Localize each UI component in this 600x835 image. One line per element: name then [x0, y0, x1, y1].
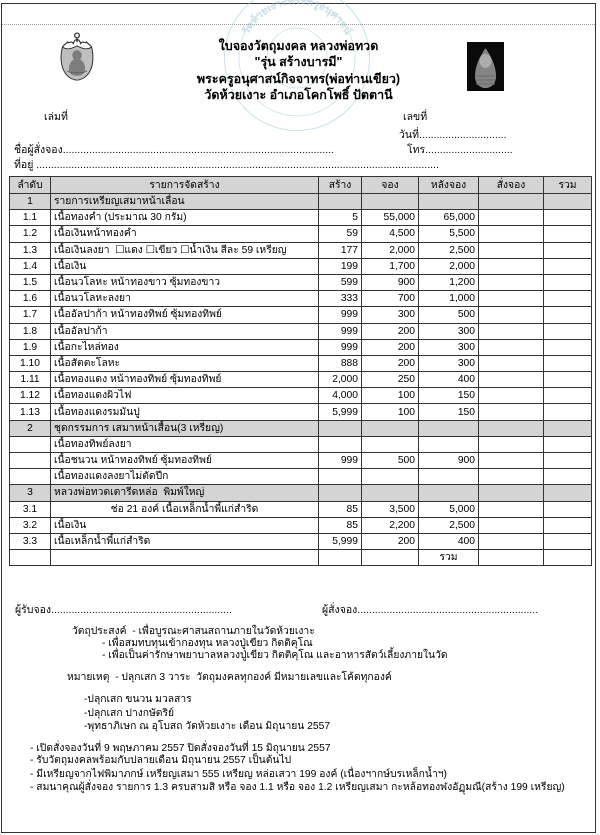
- svg-text:วัดห้วยเงาะพระครูอนุศาสน์: วัดห้วยเงาะพระครูอนุศาสน์: [240, 0, 355, 37]
